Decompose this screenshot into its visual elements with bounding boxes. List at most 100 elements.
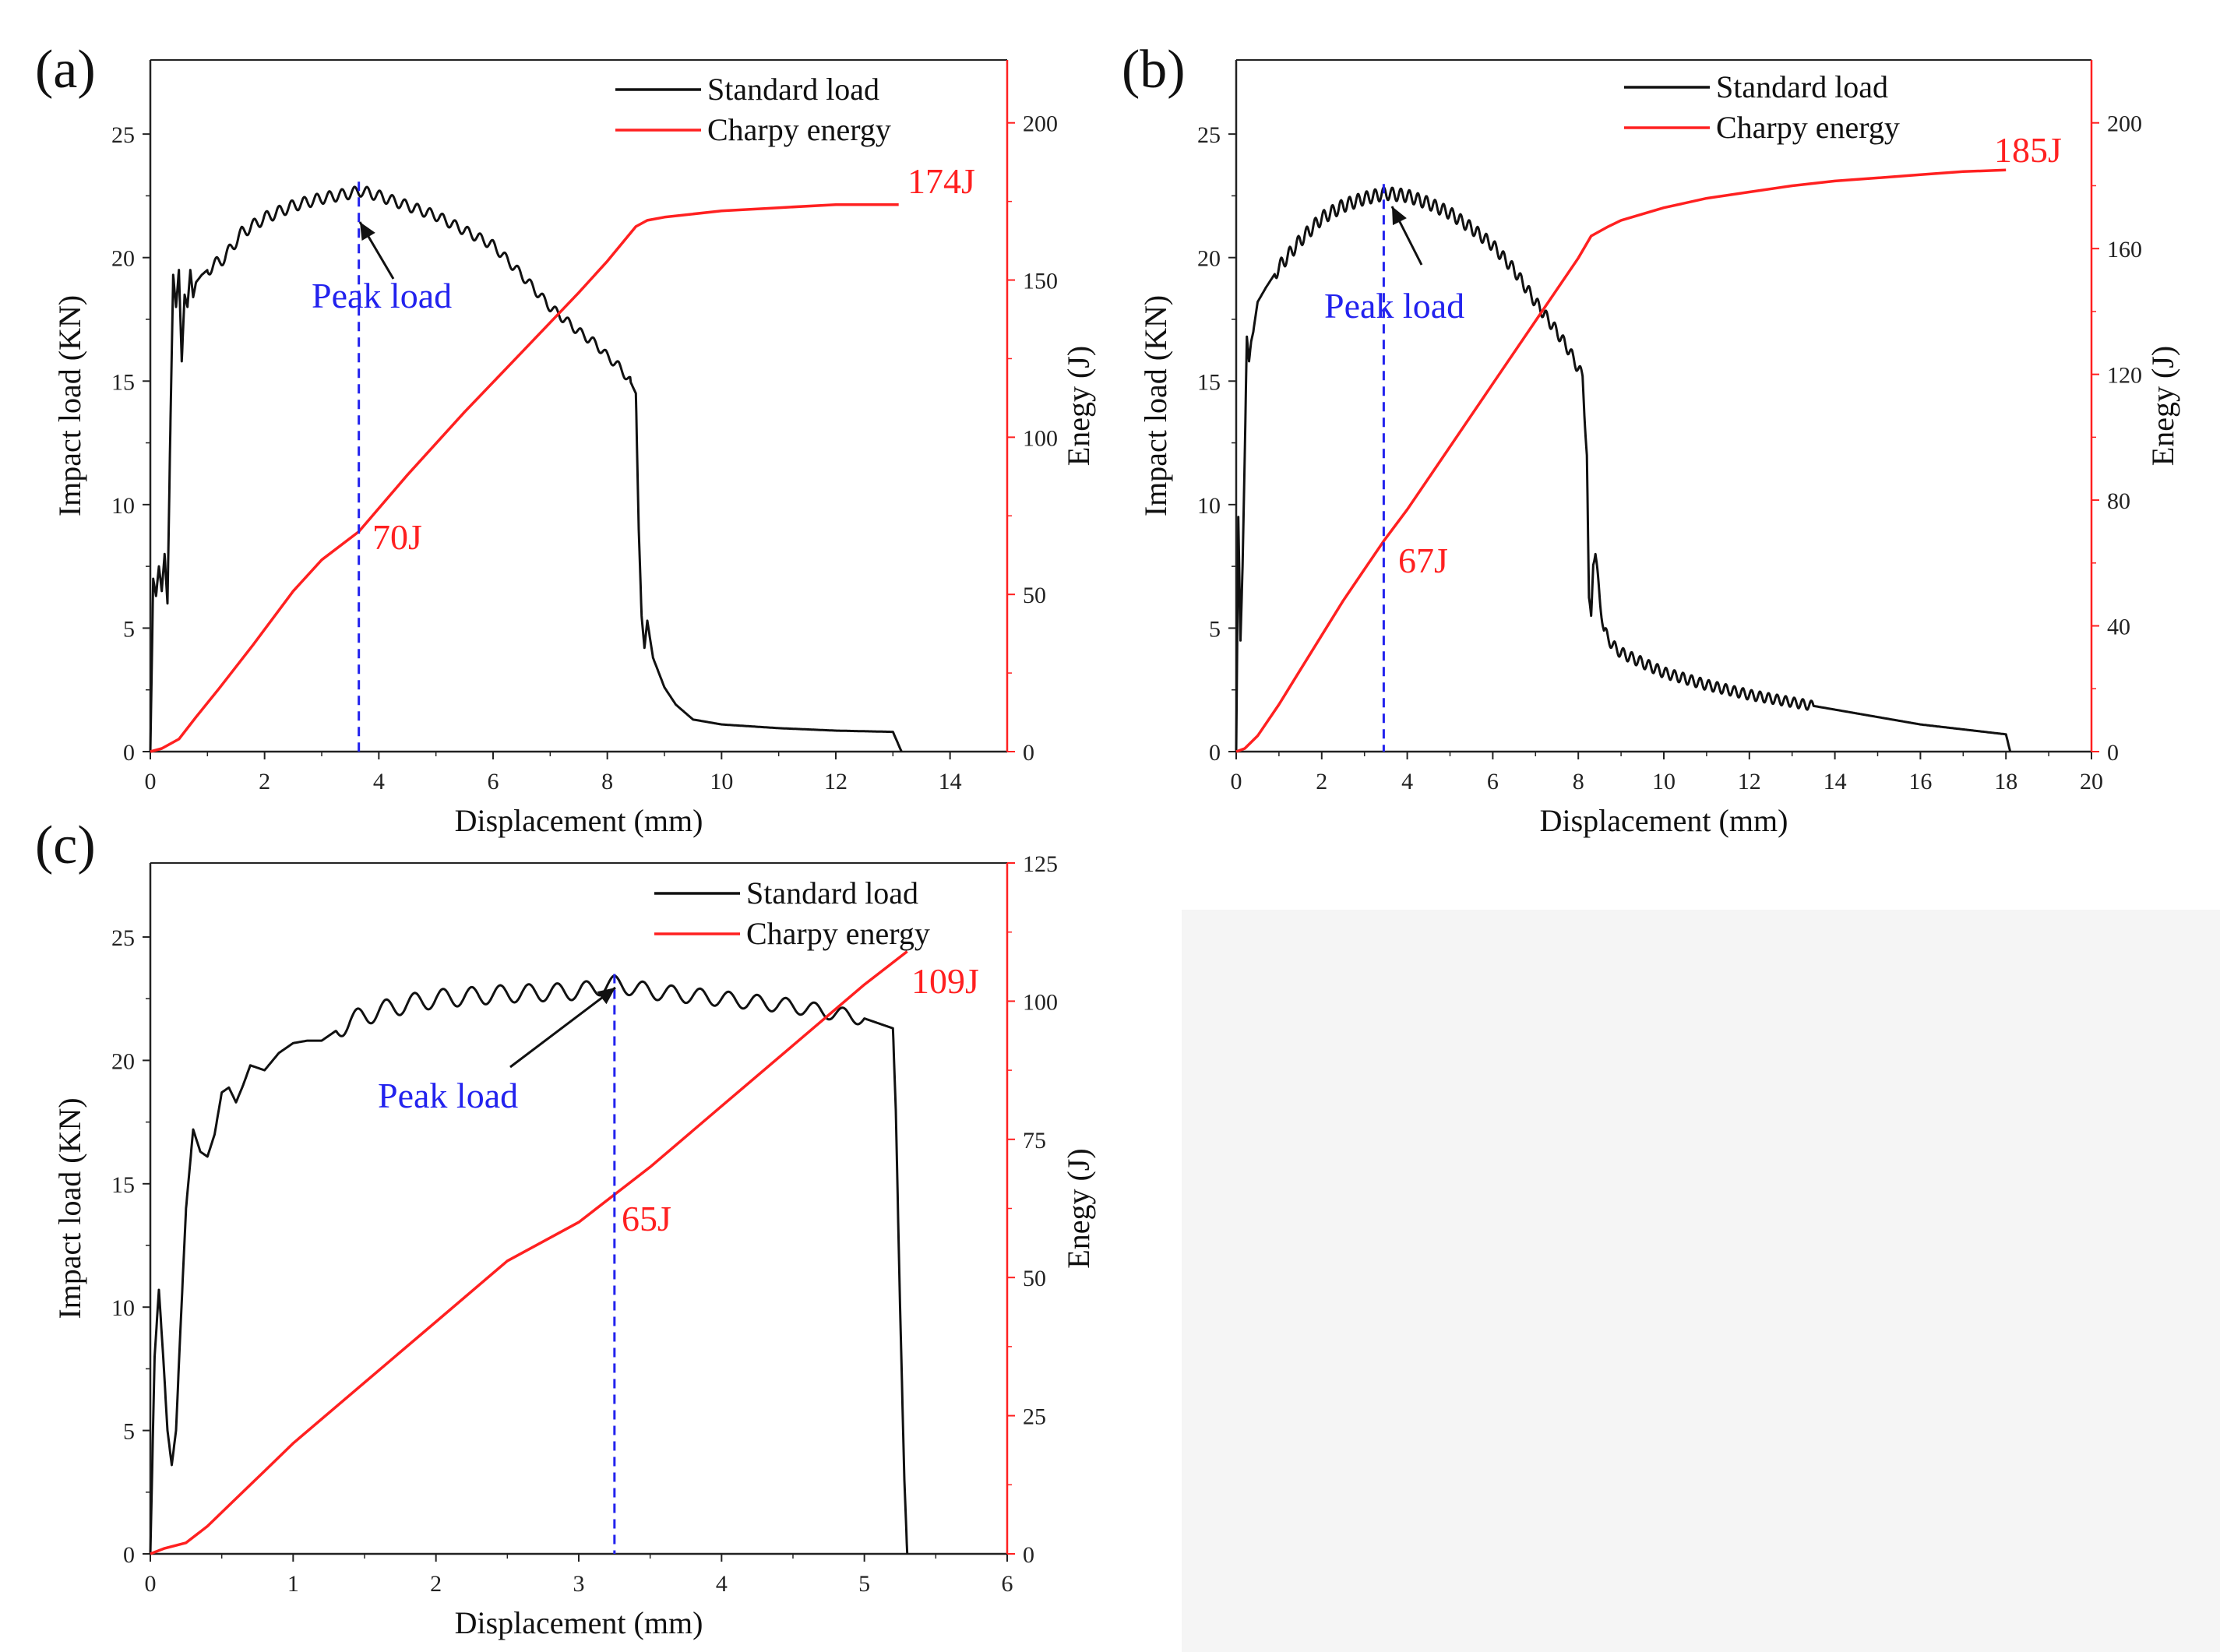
- series-charpy-energy-line: [1235, 168, 2007, 753]
- x-axis-label: Displacement (mm): [455, 803, 703, 838]
- y-tick-label: 25: [1197, 122, 1221, 148]
- panel-label: (c): [35, 815, 96, 875]
- x-tick-label: 14: [1824, 769, 1847, 794]
- peak-load-label: Peak load: [378, 1076, 518, 1115]
- panel-label: (a): [35, 40, 96, 100]
- legend-label-charpy-energy: Charpy energy: [1716, 110, 1900, 145]
- y2-tick-label: 120: [2107, 363, 2142, 389]
- chart-panel-2: 0 2 4 6 8 10 12 14 16 18 2005101520250408012016020…: [1122, 40, 2180, 838]
- y2-tick-label: 50: [1023, 1266, 1046, 1291]
- y-tick-label: 10: [111, 1295, 135, 1321]
- y-tick-label: 20: [111, 1048, 135, 1074]
- legend-label-standard-load: Standard load: [1716, 69, 1888, 104]
- x-tick-label: 5: [858, 1571, 870, 1597]
- y2-tick-label: 80: [2107, 488, 2130, 514]
- energy-at-peak-label: 70J: [372, 517, 422, 557]
- x-tick-label: 6: [1002, 1571, 1013, 1597]
- y2-axis-label: Enegy (J): [1061, 1148, 1096, 1268]
- peak-load-label: Peak load: [1324, 286, 1464, 326]
- x-tick-label: 0: [145, 1571, 157, 1597]
- y2-tick-label: 50: [1023, 583, 1046, 608]
- y2-tick-label: 125: [1023, 851, 1058, 877]
- chart-panel-1: 0 2 4 6 8 10 12 14 0 5 10 15 20 25 0 50 100 150 200 Displac…: [35, 40, 1096, 838]
- y2-tick-label: 0: [2107, 740, 2119, 766]
- panel-label: (b): [1122, 40, 1186, 100]
- peak-load-label: Peak load: [312, 276, 452, 315]
- x-tick-label: 20: [2080, 769, 2103, 794]
- y-tick-label: 5: [1209, 616, 1221, 642]
- y2-tick-label: 100: [1023, 989, 1058, 1015]
- x-tick-label: 1: [287, 1571, 299, 1597]
- energy-at-peak-label: 67J: [1398, 541, 1448, 580]
- series-charpy-energy-line: [150, 203, 899, 753]
- y2-tick-label: 200: [2107, 111, 2142, 137]
- x-axis-label: Displacement (mm): [455, 1605, 703, 1640]
- y2-tick-label: 25: [1023, 1404, 1046, 1430]
- x-tick-label: 6: [488, 769, 499, 794]
- x-tick-label: 8: [1573, 769, 1584, 794]
- legend-label-charpy-energy: Charpy energy: [746, 916, 930, 951]
- x-tick-label: 4: [716, 1571, 728, 1597]
- y2-tick-label: 200: [1023, 111, 1058, 137]
- peak-arrow-head: [1392, 206, 1407, 226]
- series-standard-load-line: [149, 185, 903, 752]
- x-tick-label: 12: [824, 769, 847, 794]
- x-axis-label: Displacement (mm): [1540, 803, 1788, 838]
- y2-tick-label: 100: [1023, 425, 1058, 451]
- x-tick-label: 16: [1908, 769, 1932, 794]
- x-tick-label: 0: [1231, 769, 1242, 794]
- y-tick-label: 20: [1197, 246, 1221, 272]
- y2-tick-label: 0: [1023, 740, 1034, 766]
- empty-panel-area: [1182, 910, 2220, 1652]
- x-tick-label: 10: [1652, 769, 1676, 794]
- x-tick-label: 18: [1994, 769, 2017, 794]
- legend-label-standard-load: Standard load: [746, 875, 918, 911]
- final-energy-label: 174J: [907, 161, 975, 201]
- y-axis-label: Impact load (KN): [52, 295, 87, 516]
- chart-panel-3: 0 1 2 3 4 5 605101520250255075100125Displaceme…: [35, 815, 1096, 1640]
- x-tick-label: 14: [939, 769, 962, 794]
- y-tick-label: 0: [1209, 740, 1221, 766]
- x-tick-label: 6: [1487, 769, 1499, 794]
- y-tick-label: 0: [123, 740, 135, 766]
- x-tick-label: 4: [1401, 769, 1413, 794]
- y-tick-label: 25: [111, 122, 135, 148]
- x-tick-label: 2: [430, 1571, 442, 1597]
- x-tick-label: 2: [1316, 769, 1327, 794]
- y2-tick-label: 160: [2107, 237, 2142, 262]
- energy-at-peak-label: 65J: [622, 1199, 671, 1238]
- y2-axis-label: Enegy (J): [1061, 346, 1096, 466]
- legend-label-standard-load: Standard load: [707, 72, 879, 107]
- y-axis-label: Impact load (KN): [1138, 295, 1173, 516]
- y-axis-label: Impact load (KN): [52, 1097, 87, 1319]
- x-tick-label: 0: [145, 769, 157, 794]
- y-tick-label: 15: [1197, 369, 1221, 395]
- y-tick-label: 15: [111, 1172, 135, 1198]
- y-tick-label: 5: [123, 1419, 135, 1445]
- x-tick-label: 3: [573, 1571, 585, 1597]
- y-tick-label: 0: [123, 1542, 135, 1568]
- peak-arrow-head: [360, 222, 375, 241]
- x-tick-label: 10: [710, 769, 733, 794]
- y2-tick-label: 40: [2107, 615, 2130, 640]
- y-tick-label: 5: [123, 616, 135, 642]
- legend-label-charpy-energy: Charpy energy: [707, 112, 891, 147]
- series-standard-load-line: [149, 974, 909, 1555]
- peak-arrow-shaft: [509, 986, 616, 1069]
- peak-arrow-head: [597, 988, 615, 1005]
- y-tick-label: 20: [111, 246, 135, 272]
- final-energy-label: 185J: [1994, 130, 2062, 170]
- y2-tick-label: 150: [1023, 269, 1058, 294]
- series-charpy-energy-line: [150, 950, 908, 1555]
- final-energy-label: 109J: [911, 961, 979, 1001]
- y-tick-label: 15: [111, 369, 135, 395]
- y2-tick-label: 0: [1023, 1542, 1034, 1568]
- y-tick-label: 10: [1197, 493, 1221, 519]
- x-tick-label: 4: [373, 769, 385, 794]
- x-tick-label: 12: [1738, 769, 1761, 794]
- y2-tick-label: 75: [1023, 1128, 1046, 1154]
- x-tick-label: 8: [601, 769, 613, 794]
- y2-axis-label: Enegy (J): [2145, 346, 2180, 466]
- x-tick-label: 2: [259, 769, 270, 794]
